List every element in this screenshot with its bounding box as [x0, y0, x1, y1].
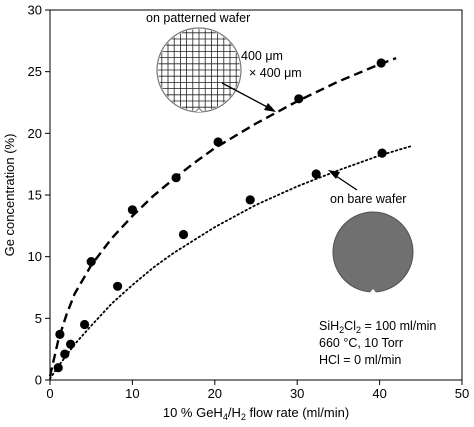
y-tick-label: 0 [35, 373, 42, 388]
data-point-bare [60, 349, 70, 359]
data-point-bare [245, 195, 255, 205]
y-tick-label: 25 [28, 64, 42, 79]
condition-sih2cl2: SiH2Cl2 = 100 ml/min [319, 319, 436, 335]
x-tick-label: 30 [290, 386, 304, 401]
patterned-wafer-label: on patterned wafer [146, 11, 250, 25]
data-point-patterned [213, 137, 223, 147]
pattern-size-label-1: 400 μm [241, 49, 283, 63]
y-tick-label: 15 [28, 188, 42, 203]
bare-wafer-disc [332, 211, 414, 293]
data-point-bare [66, 339, 76, 349]
x-axis-label: 10 % GeH4/H2 flow rate (ml/min) [163, 405, 349, 422]
x-label-sub-4: 4 [223, 412, 228, 422]
data-point-patterned [294, 94, 304, 104]
wafer-die-grid [158, 29, 240, 111]
data-points [53, 58, 387, 373]
x-tick-label: 50 [455, 386, 469, 401]
bare-arrow [328, 170, 358, 191]
x-label-part-2: /H [228, 405, 241, 420]
bare-wafer-notch [369, 289, 377, 293]
condition-temperature: 660 °C, 10 Torr [319, 336, 403, 350]
x-axis-ticks: 0 10 20 30 40 50 [46, 380, 469, 401]
fit-curve-patterned [48, 56, 397, 377]
data-point-patterned [376, 58, 386, 68]
data-point-bare [53, 363, 63, 373]
pattern-size-label-2: × 400 μm [249, 66, 302, 80]
data-point-patterned [55, 329, 65, 339]
data-point-bare [113, 281, 123, 291]
data-point-bare [80, 319, 90, 330]
y-tick-label: 30 [28, 3, 42, 18]
data-point-bare [377, 148, 387, 158]
x-tick-label: 20 [208, 386, 222, 401]
patterned-wafer-illustration [156, 27, 242, 113]
x-label-part-3: flow rate (ml/min) [246, 405, 349, 420]
data-point-patterned [127, 205, 137, 215]
data-point-bare [311, 169, 321, 179]
bare-wafer-illustration [332, 211, 414, 293]
bare-wafer-label: on bare wafer [330, 192, 406, 206]
x-tick-label: 40 [372, 386, 386, 401]
y-axis-ticks: 0 5 10 15 20 25 30 [28, 3, 50, 388]
fit-curve-bare [49, 144, 414, 380]
y-tick-label: 10 [28, 249, 42, 264]
condition-hcl: HCl = 0 ml/min [319, 353, 401, 367]
data-point-bare [178, 229, 189, 240]
data-point-patterned [171, 173, 181, 183]
patterned-arrow [221, 82, 276, 112]
x-label-part-1: 10 % GeH [163, 405, 223, 420]
y-tick-label: 5 [35, 311, 42, 326]
data-point-patterned [86, 257, 96, 267]
y-axis-label: Ge concentration (%) [2, 134, 17, 257]
y-tick-label: 20 [28, 126, 42, 141]
x-tick-label: 0 [46, 386, 53, 401]
patterned-wafer-notch [195, 107, 203, 113]
fit-curves [48, 56, 414, 380]
x-label-sub-2: 2 [241, 412, 246, 422]
x-tick-label: 10 [125, 386, 139, 401]
